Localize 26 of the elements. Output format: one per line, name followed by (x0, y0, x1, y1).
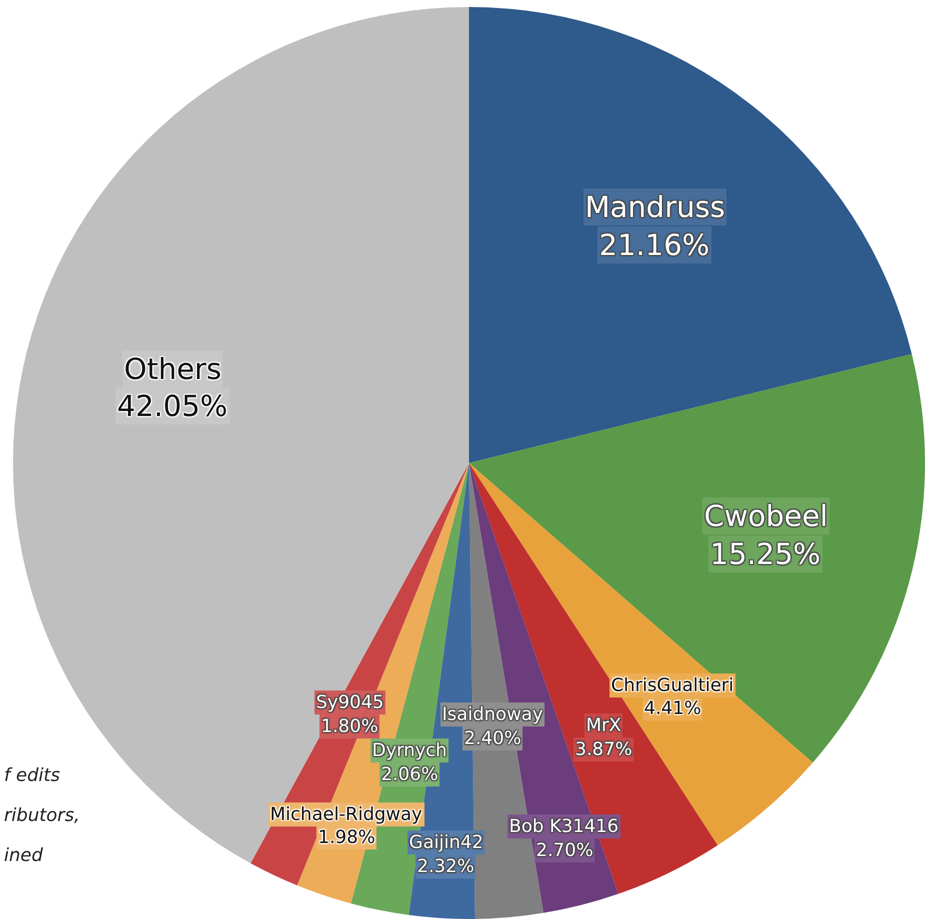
data-label: 21.16% (599, 228, 710, 262)
data-label: 1.98% (318, 827, 376, 848)
slice-label: ChrisGualtieri (611, 675, 734, 696)
slice-label: Michael-Ridgway (270, 804, 423, 825)
data-label: 2.32% (417, 856, 474, 877)
slice-label: Isaidnoway (442, 704, 544, 725)
slice-label: Gaijin42 (409, 832, 484, 853)
pie-slice (469, 7, 912, 463)
data-label: 42.05% (117, 389, 228, 423)
slice-label: Sy9045 (316, 692, 384, 713)
slice-label: Others (124, 352, 222, 386)
text: ributors, (4, 805, 80, 826)
text: ined (4, 845, 44, 866)
data-label: 3.87% (575, 739, 632, 760)
data-label: 2.40% (464, 728, 522, 749)
slice-label: MrX (586, 715, 622, 736)
data-label: 15.25% (710, 537, 821, 571)
slice-label: Mandruss (585, 190, 726, 224)
data-label: 1.80% (321, 716, 378, 737)
data-label: 2.06% (381, 764, 438, 785)
text: f edits (4, 765, 60, 786)
slice-label: Dyrnych (372, 740, 447, 761)
slice-label: Bob K31416 (509, 816, 619, 837)
slice-label: Cwobeel (704, 499, 828, 533)
data-label: 2.70% (536, 840, 594, 861)
data-label: 4.41% (644, 698, 702, 719)
